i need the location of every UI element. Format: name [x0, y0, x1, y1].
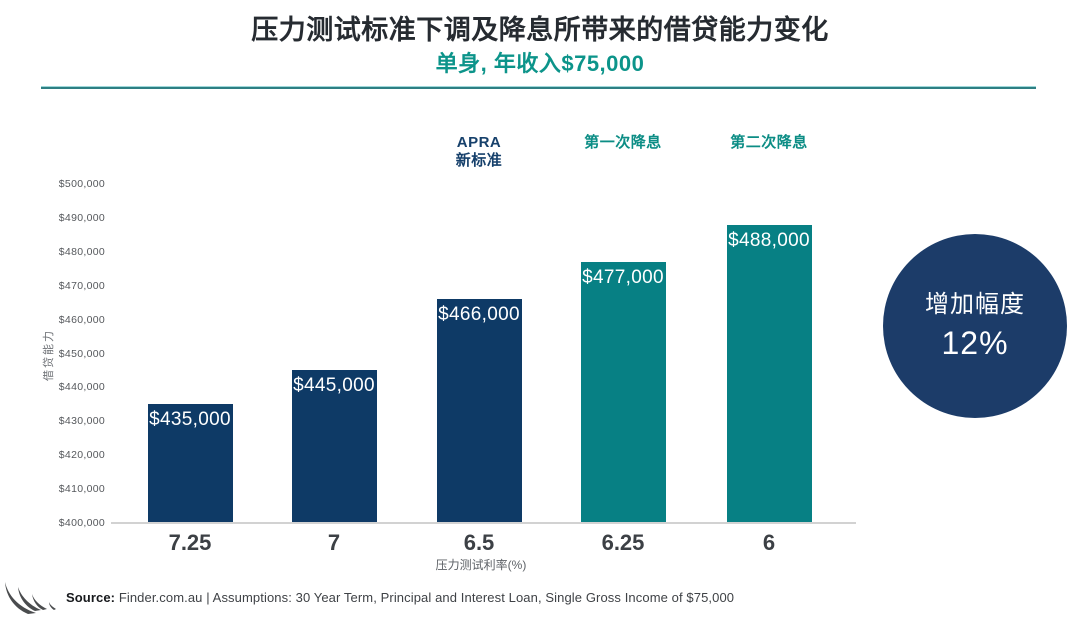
increase-badge-label: 增加幅度: [925, 291, 1025, 318]
x-axis-title: 压力测试利率(%): [435, 558, 527, 572]
increase-badge: 增加幅度 12%: [883, 234, 1067, 418]
x-axis-tick-label: 6: [762, 530, 776, 555]
y-axis-tick-label: $440,000: [58, 381, 105, 394]
source-label: Source:: [66, 590, 116, 605]
y-axis-tick-label: $410,000: [58, 483, 105, 496]
x-axis-baseline: [111, 522, 856, 524]
swoosh-logo-icon: [5, 582, 56, 614]
y-axis-tick-label: $450,000: [58, 347, 105, 360]
y-axis-tick-label: $460,000: [58, 313, 105, 326]
bar-group-label: 第一次降息: [584, 134, 662, 151]
bar-6: $488,000: [726, 224, 812, 523]
y-axis-tick-label: $470,000: [58, 279, 105, 292]
bar-value-label: $466,000: [438, 304, 520, 326]
title-divider: [41, 86, 1036, 89]
source-text: Finder.com.au | Assumptions: 30 Year Ter…: [115, 590, 735, 605]
page-subtitle: 单身, 年收入$75,000: [435, 51, 645, 76]
y-axis-tick-label: $420,000: [58, 449, 105, 462]
bar-value-label: $435,000: [149, 409, 231, 431]
x-axis-tick-label: 6.25: [601, 530, 645, 555]
increase-badge-value: 12%: [941, 325, 1009, 361]
x-axis-tick-label: 6.5: [463, 530, 495, 555]
y-axis-tick-label: $500,000: [58, 178, 105, 190]
bar-value-label: $488,000: [728, 229, 810, 251]
x-axis-tick-label: 7.25: [168, 530, 212, 555]
source-line: Source: Finder.com.au | Assumptions: 30 …: [66, 590, 734, 605]
page-title: 压力测试标准下调及降息所带来的借贷能力变化: [251, 15, 829, 45]
bar-value-label: $445,000: [293, 375, 375, 397]
y-axis-tick-label: $490,000: [58, 211, 105, 224]
bar-value-label: $477,000: [582, 266, 664, 288]
y-axis-tick-label: $430,000: [58, 415, 105, 428]
bar-group-label: 第二次降息: [730, 134, 808, 151]
x-axis-tick-label: 7: [327, 530, 341, 555]
bar-6.5: $466,000: [436, 299, 522, 523]
bar-7: $445,000: [291, 370, 377, 523]
y-axis-tick-label: $480,000: [58, 245, 105, 258]
bar-7.25: $435,000: [147, 404, 233, 523]
y-axis-tick-label: $400,000: [58, 517, 105, 529]
bar-group-label: APRA 新标准: [455, 134, 503, 169]
bar-6.25: $477,000: [580, 261, 666, 523]
